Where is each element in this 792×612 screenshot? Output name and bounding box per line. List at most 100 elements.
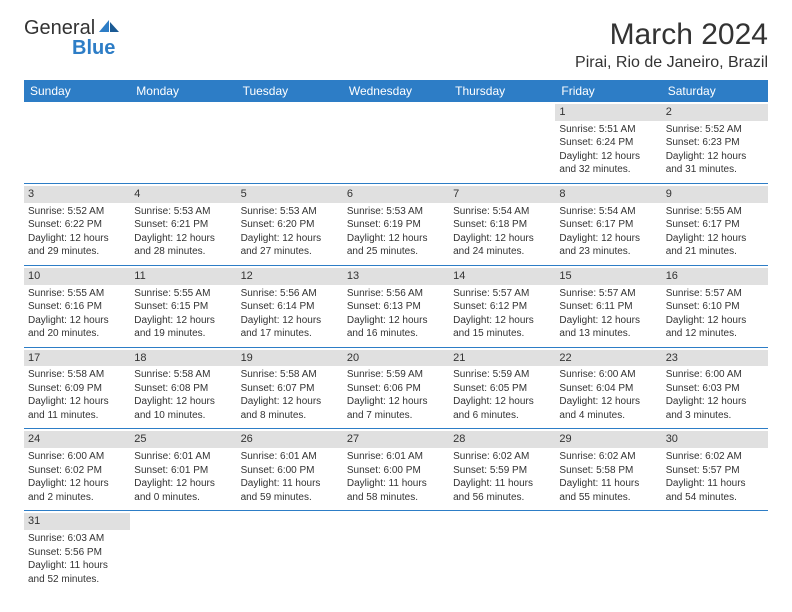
sunset-text: Sunset: 6:20 PM xyxy=(241,218,339,232)
daylight-text: Daylight: 12 hours xyxy=(347,232,445,246)
sunrise-text: Sunrise: 6:03 AM xyxy=(28,532,126,546)
sunrise-text: Sunrise: 6:01 AM xyxy=(241,450,339,464)
day-number: 31 xyxy=(24,513,130,530)
day-number: 12 xyxy=(237,268,343,285)
day-info: Sunrise: 5:56 AMSunset: 6:13 PMDaylight:… xyxy=(347,287,445,341)
calendar-cell xyxy=(555,511,661,592)
sunset-text: Sunset: 6:11 PM xyxy=(559,300,657,314)
day-info: Sunrise: 5:52 AMSunset: 6:23 PMDaylight:… xyxy=(666,123,764,177)
daylight-text: Daylight: 12 hours xyxy=(347,395,445,409)
sunset-text: Sunset: 6:05 PM xyxy=(453,382,551,396)
day-number: 10 xyxy=(24,268,130,285)
sunset-text: Sunset: 6:10 PM xyxy=(666,300,764,314)
daylight-text: and 52 minutes. xyxy=(28,573,126,587)
calendar-cell: 12 Sunrise: 5:56 AMSunset: 6:14 PMDayligh… xyxy=(237,265,343,347)
day-number: 7 xyxy=(449,186,555,203)
day-info: Sunrise: 6:01 AMSunset: 6:00 PMDaylight:… xyxy=(241,450,339,504)
day-number: 16 xyxy=(662,268,768,285)
daylight-text: and 8 minutes. xyxy=(241,409,339,423)
day-number: 3 xyxy=(24,186,130,203)
daylight-text: Daylight: 12 hours xyxy=(28,395,126,409)
day-info: Sunrise: 5:56 AMSunset: 6:14 PMDaylight:… xyxy=(241,287,339,341)
day-number: 2 xyxy=(662,104,768,121)
sunrise-text: Sunrise: 5:58 AM xyxy=(241,368,339,382)
daylight-text: and 23 minutes. xyxy=(559,245,657,259)
sunrise-text: Sunrise: 5:55 AM xyxy=(28,287,126,301)
day-number: 28 xyxy=(449,431,555,448)
sunset-text: Sunset: 6:00 PM xyxy=(241,464,339,478)
calendar-cell: 24Sunrise: 6:00 AMSunset: 6:02 PMDayligh… xyxy=(24,429,130,511)
sunset-text: Sunset: 6:02 PM xyxy=(28,464,126,478)
day-info: Sunrise: 6:03 AMSunset: 5:56 PMDaylight:… xyxy=(28,532,126,586)
daylight-text: and 21 minutes. xyxy=(666,245,764,259)
sunset-text: Sunset: 6:21 PM xyxy=(134,218,232,232)
daylight-text: and 13 minutes. xyxy=(559,327,657,341)
daylight-text: and 3 minutes. xyxy=(666,409,764,423)
sunrise-text: Sunrise: 6:00 AM xyxy=(559,368,657,382)
day-number: 25 xyxy=(130,431,236,448)
sunset-text: Sunset: 5:56 PM xyxy=(28,546,126,560)
calendar-cell: 3Sunrise: 5:52 AMSunset: 6:22 PMDaylight… xyxy=(24,183,130,265)
day-info: Sunrise: 5:58 AMSunset: 6:07 PMDaylight:… xyxy=(241,368,339,422)
daylight-text: Daylight: 12 hours xyxy=(559,150,657,164)
day-number: 15 xyxy=(555,268,661,285)
day-info: Sunrise: 5:54 AMSunset: 6:17 PMDaylight:… xyxy=(559,205,657,259)
calendar-row: 17Sunrise: 5:58 AMSunset: 6:09 PMDayligh… xyxy=(24,347,768,429)
daylight-text: Daylight: 12 hours xyxy=(347,314,445,328)
day-info: Sunrise: 6:00 AMSunset: 6:02 PMDaylight:… xyxy=(28,450,126,504)
sunset-text: Sunset: 6:01 PM xyxy=(134,464,232,478)
calendar-cell: 27Sunrise: 6:01 AMSunset: 6:00 PMDayligh… xyxy=(343,429,449,511)
sunset-text: Sunset: 5:57 PM xyxy=(666,464,764,478)
sunrise-text: Sunrise: 6:02 AM xyxy=(453,450,551,464)
day-info: Sunrise: 5:51 AMSunset: 6:24 PMDaylight:… xyxy=(559,123,657,177)
daylight-text: and 0 minutes. xyxy=(134,491,232,505)
title-block: March 2024 Pirai, Rio de Janeiro, Brazil xyxy=(575,18,768,72)
daylight-text: Daylight: 12 hours xyxy=(134,395,232,409)
calendar-cell: 5Sunrise: 5:53 AMSunset: 6:20 PMDaylight… xyxy=(237,183,343,265)
calendar-cell: 15Sunrise: 5:57 AMSunset: 6:11 PMDayligh… xyxy=(555,265,661,347)
daylight-text: Daylight: 12 hours xyxy=(134,314,232,328)
daylight-text: and 54 minutes. xyxy=(666,491,764,505)
sunset-text: Sunset: 5:59 PM xyxy=(453,464,551,478)
calendar-cell: 17Sunrise: 5:58 AMSunset: 6:09 PMDayligh… xyxy=(24,347,130,429)
calendar-cell: 4Sunrise: 5:53 AMSunset: 6:21 PMDaylight… xyxy=(130,183,236,265)
calendar-cell xyxy=(237,102,343,183)
calendar-cell: 30Sunrise: 6:02 AMSunset: 5:57 PMDayligh… xyxy=(662,429,768,511)
daylight-text: and 27 minutes. xyxy=(241,245,339,259)
location: Pirai, Rio de Janeiro, Brazil xyxy=(575,54,768,72)
daylight-text: Daylight: 12 hours xyxy=(241,395,339,409)
sunrise-text: Sunrise: 5:51 AM xyxy=(559,123,657,137)
day-info: Sunrise: 5:53 AMSunset: 6:21 PMDaylight:… xyxy=(134,205,232,259)
calendar-cell: 29Sunrise: 6:02 AMSunset: 5:58 PMDayligh… xyxy=(555,429,661,511)
calendar-row: 24Sunrise: 6:00 AMSunset: 6:02 PMDayligh… xyxy=(24,429,768,511)
daylight-text: and 24 minutes. xyxy=(453,245,551,259)
daylight-text: Daylight: 12 hours xyxy=(453,232,551,246)
calendar-row: 10Sunrise: 5:55 AMSunset: 6:16 PMDayligh… xyxy=(24,265,768,347)
sunrise-text: Sunrise: 5:54 AM xyxy=(453,205,551,219)
sunset-text: Sunset: 6:18 PM xyxy=(453,218,551,232)
calendar-cell xyxy=(662,511,768,592)
calendar-cell: 16Sunrise: 5:57 AMSunset: 6:10 PMDayligh… xyxy=(662,265,768,347)
day-number: 6 xyxy=(343,186,449,203)
sunrise-text: Sunrise: 6:01 AM xyxy=(347,450,445,464)
day-number: 29 xyxy=(555,431,661,448)
calendar-cell xyxy=(237,511,343,592)
calendar-row: 1Sunrise: 5:51 AMSunset: 6:24 PMDaylight… xyxy=(24,102,768,183)
daylight-text: Daylight: 11 hours xyxy=(28,559,126,573)
calendar-cell: 23Sunrise: 6:00 AMSunset: 6:03 PMDayligh… xyxy=(662,347,768,429)
daylight-text: and 29 minutes. xyxy=(28,245,126,259)
daylight-text: and 31 minutes. xyxy=(666,163,764,177)
sunset-text: Sunset: 6:12 PM xyxy=(453,300,551,314)
weekday-header-row: Sunday Monday Tuesday Wednesday Thursday… xyxy=(24,80,768,102)
day-info: Sunrise: 5:59 AMSunset: 6:05 PMDaylight:… xyxy=(453,368,551,422)
daylight-text: and 15 minutes. xyxy=(453,327,551,341)
daylight-text: Daylight: 12 hours xyxy=(666,150,764,164)
daylight-text: and 10 minutes. xyxy=(134,409,232,423)
day-info: Sunrise: 5:55 AMSunset: 6:15 PMDaylight:… xyxy=(134,287,232,341)
day-number: 18 xyxy=(130,350,236,367)
sunrise-text: Sunrise: 6:00 AM xyxy=(28,450,126,464)
day-number: 21 xyxy=(449,350,555,367)
sunrise-text: Sunrise: 5:52 AM xyxy=(28,205,126,219)
calendar-cell xyxy=(449,511,555,592)
daylight-text: and 55 minutes. xyxy=(559,491,657,505)
